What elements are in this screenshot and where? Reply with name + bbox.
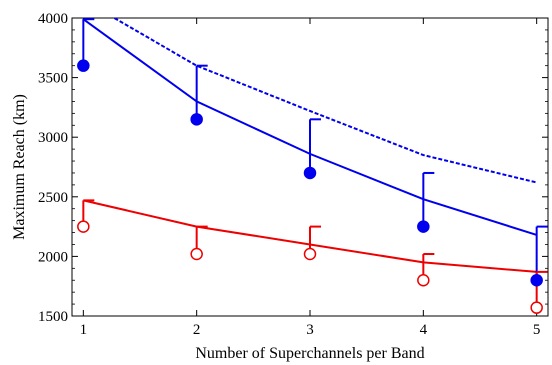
x-tick-label: 2: [193, 322, 201, 338]
x-tick-label: 1: [80, 322, 88, 338]
y-tick-label: 4000: [38, 11, 68, 27]
x-tick-label: 3: [306, 322, 314, 338]
data-point-open: [417, 273, 430, 287]
y-tick-label: 3000: [38, 130, 68, 146]
y-axis-label: Maximum Reach (km): [11, 94, 28, 240]
data-point-filled: [190, 113, 203, 126]
error-bars: [82, 18, 548, 308]
y-tick-label: 1500: [38, 309, 68, 325]
data-point-open: [303, 247, 317, 261]
data-point-open: [190, 247, 203, 261]
series-line-1: [112, 18, 537, 184]
data-point-filled: [303, 166, 317, 180]
markers: [77, 59, 543, 314]
x-axis-label: Number of Superchannels per Band: [195, 345, 424, 362]
x-tick-label: 4: [420, 322, 428, 338]
data-point-open: [530, 301, 543, 314]
y-tick-label: 2000: [38, 249, 68, 265]
data-point-filled: [417, 220, 430, 233]
y-tick-label: 2500: [38, 190, 68, 206]
x-tick-label: 5: [533, 322, 541, 338]
axis-ticks: 1 2 3 4 5 1500 2000 2500 3000 3500 4000: [38, 11, 548, 338]
y-tick-label: 3500: [38, 71, 68, 87]
data-point-open: [77, 220, 90, 233]
data-point-filled: [77, 59, 90, 72]
data-point-filled: [530, 273, 543, 287]
